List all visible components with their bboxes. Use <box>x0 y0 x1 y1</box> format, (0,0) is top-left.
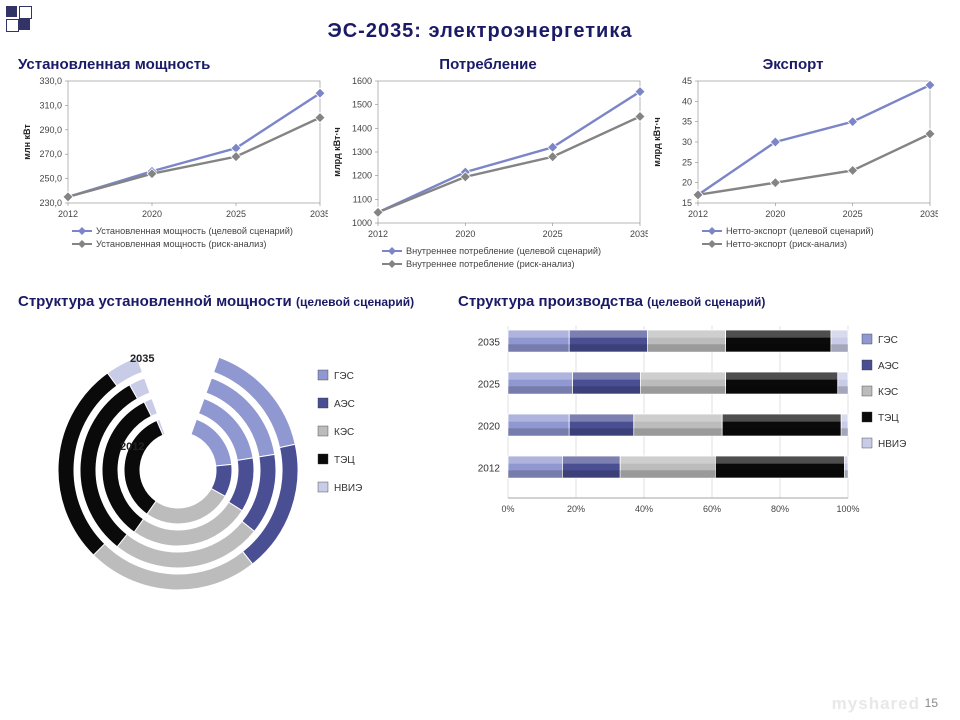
page-title: ЭС-2035: электроэнергетика <box>0 20 960 43</box>
svg-text:КЭС: КЭС <box>878 387 898 398</box>
svg-text:Внутреннее потребление (целево: Внутреннее потребление (целевой сценарий… <box>406 246 601 256</box>
svg-text:20%: 20% <box>567 504 585 514</box>
svg-text:40: 40 <box>682 97 692 107</box>
svg-text:2020: 2020 <box>455 229 475 239</box>
sprod-title: Структура производства (целевой сценарий… <box>458 293 938 310</box>
svg-text:млн кВт: млн кВт <box>22 124 32 160</box>
svg-text:2025: 2025 <box>226 209 246 219</box>
chart-capacity: 230,0 250,0 270,0 290,0 310,0 330,0 2012 2020 20… <box>18 73 328 273</box>
svg-text:Нетто-экспорт (риск-анализ): Нетто-экспорт (риск-анализ) <box>726 239 847 249</box>
svg-text:2012: 2012 <box>58 209 78 219</box>
svg-text:15: 15 <box>682 198 692 208</box>
svg-text:40%: 40% <box>635 504 653 514</box>
page-number: 15 <box>925 696 938 710</box>
exp-title: Экспорт <box>648 56 938 73</box>
svg-text:1000: 1000 <box>352 218 372 228</box>
svg-text:20: 20 <box>682 178 692 188</box>
svg-text:290,0: 290,0 <box>39 125 62 135</box>
svg-text:100%: 100% <box>836 504 859 514</box>
svg-text:НВИЭ: НВИЭ <box>878 439 906 450</box>
svg-text:0%: 0% <box>501 504 514 514</box>
svg-text:1400: 1400 <box>352 124 372 134</box>
svg-text:310,0: 310,0 <box>39 101 62 111</box>
svg-text:2035: 2035 <box>630 229 648 239</box>
svg-text:2012: 2012 <box>368 229 388 239</box>
svg-text:АЭС: АЭС <box>878 361 899 372</box>
svg-text:2035: 2035 <box>130 353 154 365</box>
svg-text:250,0: 250,0 <box>39 174 62 184</box>
svg-text:270,0: 270,0 <box>39 150 62 160</box>
svg-text:45: 45 <box>682 76 692 86</box>
svg-text:60%: 60% <box>703 504 721 514</box>
chart-struct-production: 0% 20% 40% 60% 80% 100% 2035 2025 2020 2012 ГЭС АЭС… <box>458 310 938 570</box>
svg-text:НВИЭ: НВИЭ <box>334 483 362 494</box>
svg-text:1100: 1100 <box>353 195 372 205</box>
svg-text:2025: 2025 <box>543 229 563 239</box>
svg-text:25: 25 <box>682 158 692 168</box>
svg-text:2025: 2025 <box>478 380 501 391</box>
cons-title: Потребление <box>328 56 648 73</box>
scap-title: Структура установленной мощности (целево… <box>18 293 458 310</box>
svg-text:1300: 1300 <box>352 147 372 157</box>
svg-text:2035: 2035 <box>310 209 328 219</box>
svg-text:2012: 2012 <box>478 464 501 475</box>
svg-text:КЭС: КЭС <box>334 427 354 438</box>
svg-text:ГЭС: ГЭС <box>334 371 354 382</box>
svg-text:2020: 2020 <box>765 209 785 219</box>
svg-text:2035: 2035 <box>478 338 501 349</box>
svg-text:Установленная мощность (целево: Установленная мощность (целевой сценарий… <box>96 226 293 236</box>
svg-text:2012: 2012 <box>120 441 144 453</box>
svg-text:35: 35 <box>682 117 692 127</box>
svg-text:Внутреннее потребление (риск-а: Внутреннее потребление (риск-анализ) <box>406 259 575 269</box>
svg-text:2025: 2025 <box>843 209 863 219</box>
svg-text:30: 30 <box>682 137 692 147</box>
svg-text:АЭС: АЭС <box>334 399 355 410</box>
svg-text:2012: 2012 <box>688 209 708 219</box>
chart-consumption: 1000 1100 1200 1300 1400 1500 1600 2012 2020 2025… <box>328 73 648 293</box>
svg-text:80%: 80% <box>771 504 789 514</box>
cap-title: Установленная мощность <box>18 56 328 73</box>
svg-text:ТЭЦ: ТЭЦ <box>334 455 355 466</box>
svg-text:330,0: 330,0 <box>39 76 62 86</box>
chart-export: 152025303540452012202020252035млрд кВт·ч… <box>648 73 938 273</box>
svg-text:млрд кВт·ч: млрд кВт·ч <box>332 128 342 177</box>
svg-text:1200: 1200 <box>352 171 372 181</box>
svg-text:Нетто-экспорт (целевой сценари: Нетто-экспорт (целевой сценарий) <box>726 226 874 236</box>
svg-text:2035: 2035 <box>920 209 938 219</box>
svg-text:2020: 2020 <box>142 209 162 219</box>
svg-text:Установленная мощность (риск-а: Установленная мощность (риск-анализ) <box>96 239 266 249</box>
watermark: myshared <box>832 694 920 714</box>
svg-text:ТЭЦ: ТЭЦ <box>878 413 899 424</box>
svg-text:1600: 1600 <box>352 76 372 86</box>
svg-text:ГЭС: ГЭС <box>878 335 898 346</box>
svg-text:млрд кВт·ч: млрд кВт·ч <box>652 118 662 167</box>
chart-struct-capacity: 2035 2012 ГЭС АЭС КЭС ТЭЦ НВИЭ <box>18 310 458 590</box>
svg-text:1500: 1500 <box>352 100 372 110</box>
svg-text:230,0: 230,0 <box>39 198 62 208</box>
svg-text:2020: 2020 <box>478 422 501 433</box>
